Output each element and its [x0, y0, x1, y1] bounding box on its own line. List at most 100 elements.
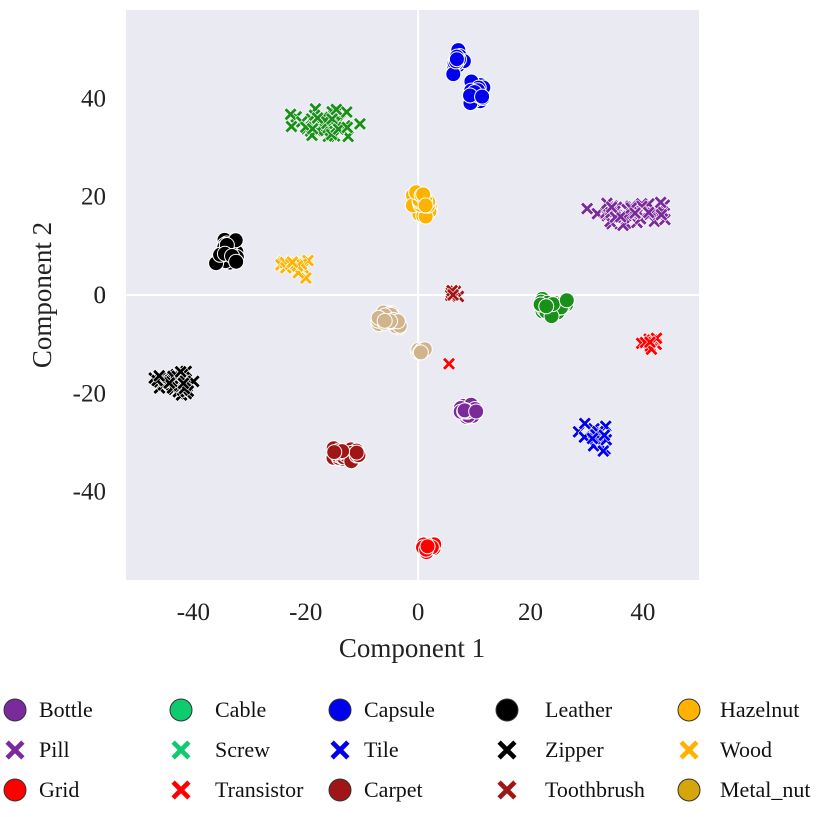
data-point	[305, 121, 320, 136]
data-point	[152, 368, 167, 383]
y-tick-label: 0	[94, 282, 107, 309]
data-point	[643, 335, 657, 350]
data-point	[310, 111, 325, 125]
data-point	[474, 88, 491, 105]
y-tick-label: -40	[73, 479, 106, 506]
y-tick-label: 0	[94, 282, 107, 309]
legend-item: Tile	[329, 737, 399, 762]
data-point	[376, 312, 393, 329]
data-point	[325, 112, 339, 126]
data-point	[284, 119, 299, 134]
data-point	[353, 116, 367, 131]
data-point	[340, 120, 355, 135]
data-point	[641, 205, 656, 220]
legend-item: Leather	[495, 697, 613, 722]
legend-item: Hazelnut	[677, 697, 799, 722]
legend-label: Zipper	[545, 737, 604, 762]
data-point	[585, 431, 600, 446]
legend-item: Capsule	[328, 697, 435, 722]
data-point	[329, 102, 344, 117]
data-point	[442, 356, 456, 371]
legend-label: Carpet	[364, 777, 423, 802]
legend-label: Capsule	[364, 697, 435, 722]
data-point	[577, 416, 592, 431]
legend-label: Screw	[215, 737, 270, 762]
legend-label: Tile	[364, 737, 399, 762]
legend-marker	[328, 778, 352, 802]
legend-marker	[678, 739, 700, 761]
legend-label: Leather	[545, 697, 613, 722]
legend-marker	[3, 698, 27, 722]
legend-label: Metal_nut	[720, 777, 810, 802]
data-point	[538, 298, 555, 315]
data-point	[176, 376, 191, 391]
y-tick-label: 20	[81, 184, 106, 211]
data-point	[173, 364, 188, 379]
legend-marker	[170, 739, 192, 761]
data-point	[285, 255, 300, 270]
legend-marker	[496, 739, 518, 761]
data-point	[580, 201, 595, 216]
x-tick-label: -40	[177, 599, 210, 626]
legend-marker	[677, 778, 701, 802]
x-tick-label: 40	[630, 599, 655, 626]
legend-label: Grid	[39, 777, 79, 802]
legend-item: Zipper	[496, 737, 604, 762]
legend-item: Grid	[3, 777, 79, 802]
legend-marker	[3, 778, 27, 802]
data-point	[446, 288, 460, 302]
legend-marker	[677, 698, 701, 722]
data-point	[654, 207, 669, 222]
data-point	[604, 200, 619, 215]
legend-marker	[4, 739, 26, 761]
legend-item: Carpet	[328, 777, 423, 802]
data-point	[558, 292, 575, 309]
legend-item: Pill	[4, 737, 70, 762]
data-point	[468, 403, 485, 420]
data-point	[448, 51, 465, 68]
legend-item: Toothbrush	[496, 777, 645, 802]
legend-marker	[329, 739, 351, 761]
data-point	[596, 444, 611, 458]
legend-label: Transistor	[215, 777, 304, 802]
data-point	[228, 253, 245, 270]
data-point	[419, 538, 436, 555]
data-point	[417, 197, 434, 214]
legend-marker	[169, 698, 193, 722]
legend-label: Pill	[39, 737, 70, 762]
data-point	[412, 344, 429, 361]
legend-marker	[496, 779, 518, 801]
x-tick-label: 0	[412, 599, 425, 626]
data-point	[628, 206, 642, 221]
legend-label: Toothbrush	[545, 777, 645, 802]
legend-label: Wood	[720, 737, 772, 762]
legend-item: Wood	[678, 737, 772, 762]
y-tick-label: 40	[81, 85, 106, 112]
legend-item: Screw	[170, 737, 270, 762]
grid-lines	[126, 10, 699, 580]
y-axis-label: Component 2	[27, 222, 57, 368]
legend-item: Metal_nut	[677, 777, 810, 802]
legend-item: Bottle	[3, 697, 93, 722]
legend-marker	[170, 779, 192, 801]
data-point	[348, 444, 365, 461]
data-point	[326, 444, 343, 461]
legend-marker	[328, 698, 352, 722]
data-point	[653, 195, 668, 210]
x-tick-label: 20	[518, 599, 543, 626]
legend-marker	[495, 698, 519, 722]
data-points	[147, 42, 672, 561]
data-point	[597, 428, 612, 443]
legend: Bottle Cable Capsule Leather Hazelnut Pill Scr…	[3, 697, 810, 802]
legend-item: Transistor	[170, 777, 304, 802]
legend-item: Cable	[169, 697, 266, 722]
data-point	[613, 209, 628, 224]
y-tick-label: -20	[73, 380, 106, 407]
x-tick-label: -20	[289, 599, 322, 626]
legend-label: Bottle	[39, 697, 93, 722]
x-axis-label: Component 1	[339, 633, 485, 663]
legend-label: Hazelnut	[720, 697, 799, 722]
legend-label: Cable	[215, 697, 266, 722]
